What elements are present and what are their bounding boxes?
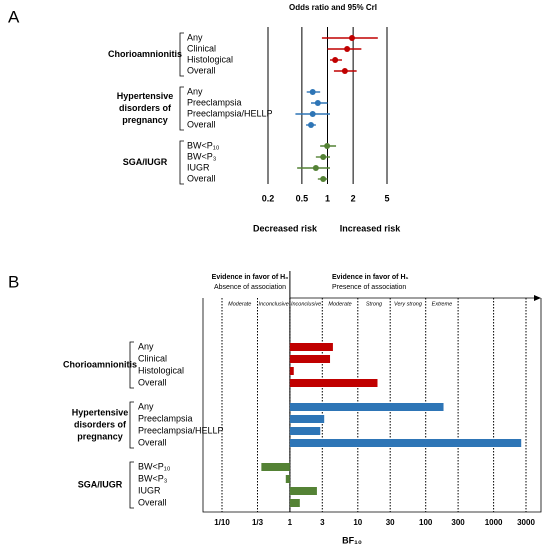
x-tick-label: 1/3: [252, 518, 264, 527]
zone-label: Moderate: [228, 301, 251, 307]
item-label: Any: [138, 401, 154, 411]
annotation: Decreased risk: [253, 223, 318, 233]
item-label: BW<P₃: [187, 151, 217, 161]
group-bracket: [179, 32, 184, 77]
x-tick-label: 30: [386, 518, 395, 527]
bar: [289, 439, 522, 447]
zone-label: Inconclusive: [259, 301, 289, 307]
point-estimate: [314, 100, 321, 106]
panel-letter: A: [8, 7, 20, 26]
bar: [289, 499, 300, 507]
zone-label: Moderate: [328, 301, 351, 307]
item-label: BW<P₁₀: [187, 140, 220, 150]
point-estimate: [312, 165, 319, 171]
item-label: Preeclampsia/HELLP: [138, 425, 224, 435]
item-label: IUGR: [138, 485, 161, 495]
x-tick-label: 2: [351, 193, 356, 203]
group-bracket: [129, 461, 134, 509]
x-tick-label: 3: [320, 518, 325, 527]
bar: [289, 379, 378, 387]
group-bracket: [129, 401, 134, 449]
group-label: SGA/IUGR: [123, 157, 168, 167]
bar: [289, 367, 294, 375]
x-tick-label: 1000: [485, 518, 503, 527]
x-tick-label: 0.2: [262, 193, 275, 203]
item-label: BW<P₃: [138, 473, 168, 483]
item-label: Preeclampsia: [187, 97, 242, 107]
item-label: Overall: [187, 65, 216, 75]
item-label: IUGR: [187, 162, 210, 172]
item-label: Overall: [138, 497, 167, 507]
point-estimate: [348, 35, 355, 41]
group-bracket: [129, 341, 134, 389]
point-estimate: [344, 46, 351, 52]
x-axis-label: BF₁₀: [342, 535, 362, 545]
point-estimate: [341, 68, 348, 74]
chart-title: Odds ratio and 95% CrI: [289, 3, 377, 12]
group-label: Hypertensive: [72, 407, 129, 417]
x-tick-label: 100: [419, 518, 433, 527]
x-tick-label: 300: [451, 518, 465, 527]
item-label: Preeclampsia: [138, 413, 193, 423]
point-estimate: [320, 154, 327, 160]
arrow-head: [534, 295, 541, 301]
group-label: SGA/IUGR: [78, 479, 123, 489]
frame: [202, 298, 542, 513]
annotation: Increased risk: [340, 223, 402, 233]
point-estimate: [309, 89, 316, 95]
item-label: Histological: [138, 365, 184, 375]
item-label: Clinical: [187, 43, 216, 53]
item-label: Preeclampsia/HELLP: [187, 108, 273, 118]
item-label: Any: [138, 341, 154, 351]
group-label: Hypertensive: [117, 91, 174, 101]
x-tick-label: 5: [384, 193, 389, 203]
zone-label: Inconclusive: [291, 301, 321, 307]
group-bracket: [179, 86, 184, 131]
x-tick-label: 1: [325, 193, 330, 203]
x-tick-label: 3000: [517, 518, 535, 527]
item-label: Overall: [138, 437, 167, 447]
panel-letter: B: [8, 272, 19, 291]
group-bracket: [179, 140, 184, 185]
bar: [261, 463, 290, 471]
zone-label: Very strong: [394, 301, 423, 307]
bar: [289, 427, 321, 435]
item-label: Histological: [187, 54, 233, 64]
item-label: Overall: [187, 173, 216, 183]
item-label: Overall: [138, 377, 167, 387]
group-label: pregnancy: [77, 431, 123, 441]
item-label: Any: [187, 32, 203, 42]
x-tick-label: 1/10: [214, 518, 230, 527]
x-tick-label: 1: [288, 518, 293, 527]
header: Evidence in favor of H₁: [332, 274, 409, 281]
bar: [289, 487, 317, 495]
point-estimate: [332, 57, 339, 63]
zone-label: Strong: [366, 301, 383, 307]
item-label: Any: [187, 86, 203, 96]
bar: [289, 403, 444, 411]
x-tick-label: 0.5: [296, 193, 309, 203]
x-tick-label: 10: [353, 518, 362, 527]
group-label: Chorioamnionitis: [63, 359, 137, 369]
zone-label: Extreme: [432, 301, 452, 307]
item-label: Clinical: [138, 353, 167, 363]
point-estimate: [320, 176, 327, 182]
header: Evidence in favor of H₀: [212, 274, 289, 281]
header-sub: Presence of association: [332, 284, 406, 291]
bar: [289, 415, 325, 423]
group-label: disorders of: [119, 103, 172, 113]
item-label: Overall: [187, 119, 216, 129]
bar: [289, 355, 331, 363]
point-estimate: [308, 122, 315, 128]
bar: [289, 343, 333, 351]
group-label: Chorioamnionitis: [108, 49, 182, 59]
point-estimate: [324, 143, 331, 149]
group-label: disorders of: [74, 419, 127, 429]
header-sub: Absence of association: [214, 284, 286, 291]
item-label: BW<P₁₀: [138, 461, 171, 471]
point-estimate: [309, 111, 316, 117]
group-label: pregnancy: [122, 115, 168, 125]
bar: [285, 475, 290, 483]
